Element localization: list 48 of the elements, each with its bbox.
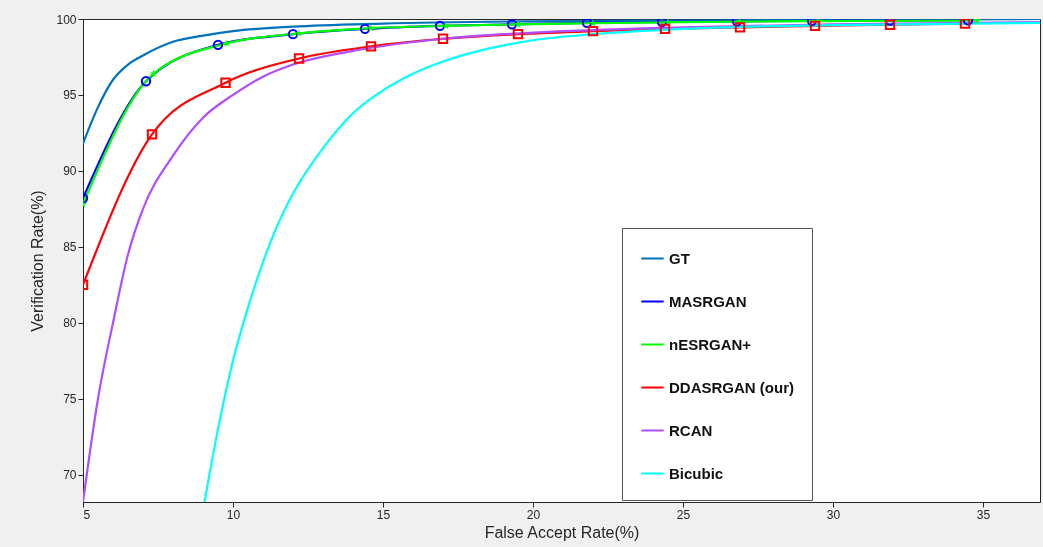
point (212, 39, 224, 50)
point (223, 39, 231, 47)
legend-label: DDASRGAN (our) (669, 378, 794, 396)
point (287, 29, 299, 40)
point (656, 19, 668, 28)
y-tick-label: 95 (63, 88, 77, 103)
point (587, 25, 599, 37)
legend-label: GT (669, 249, 690, 267)
x-axis-title: False Accept Rate(%) (484, 523, 640, 541)
x-tick-label: 30 (826, 507, 841, 522)
y-tick-label: 80 (63, 316, 77, 331)
point (442, 21, 450, 30)
y-tick-label: 75 (63, 392, 77, 407)
point (514, 20, 522, 28)
point (506, 19, 518, 30)
y-tick-label: 70 (63, 468, 77, 483)
point (809, 20, 821, 32)
point (359, 23, 371, 35)
y-tick-label: 100 (56, 12, 77, 27)
legend-label: Bicubic (669, 464, 724, 482)
point (884, 19, 896, 30)
point (659, 23, 671, 35)
x-tick-label: 15 (376, 507, 391, 522)
point (367, 23, 375, 32)
point (437, 33, 449, 44)
y-tick-label: 85 (63, 240, 77, 255)
x-tick-label: 20 (526, 507, 541, 522)
x-tick-label: 35 (976, 507, 991, 522)
point (734, 22, 746, 33)
y-tick-label: 90 (63, 164, 77, 179)
x-tick-label: 5 (83, 507, 91, 522)
point (365, 41, 377, 52)
point (434, 20, 446, 32)
point (140, 76, 152, 87)
legend-label: nESRGAN+ (669, 335, 752, 353)
point (146, 129, 158, 140)
legend-label: RCAN (669, 421, 713, 439)
x-tick-label: 25 (676, 507, 691, 522)
point (295, 29, 303, 37)
point (149, 69, 158, 78)
point (293, 53, 305, 64)
point (581, 19, 593, 28)
legend-label: MASRGAN (669, 292, 747, 310)
point (512, 29, 524, 40)
y-axis-title: Verification Rate(%) (29, 190, 47, 332)
point (589, 19, 597, 27)
x-tick-label: 10 (226, 507, 241, 522)
point (220, 77, 231, 88)
